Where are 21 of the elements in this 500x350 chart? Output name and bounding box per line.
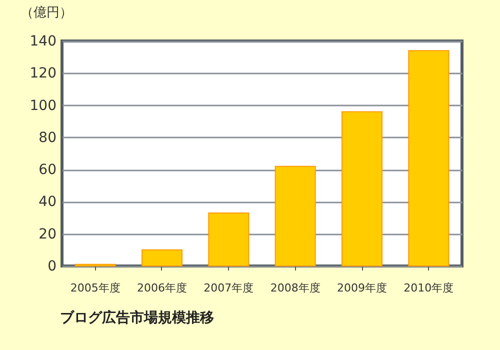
y-axis-title: （億円） (20, 6, 72, 20)
y-tick-label: 100 (30, 98, 56, 114)
x-tick-label: 2009年度 (337, 282, 387, 294)
y-tick-label: 0 (48, 258, 56, 274)
y-tick-label: 60 (38, 162, 56, 178)
y-tick-label: 80 (38, 130, 56, 146)
bar (342, 111, 382, 266)
bar (274, 166, 316, 266)
bar (142, 249, 182, 266)
text: ブログ広告市場規模推移 (60, 309, 214, 326)
y-tick-label: 120 (30, 66, 56, 82)
x-tick-label: 2008年度 (270, 282, 320, 294)
y-tick-label: 40 (38, 194, 56, 210)
y-tick-label: 20 (38, 226, 56, 242)
x-tick-label: 2005年度 (70, 282, 120, 294)
x-tick-label: 2010年度 (404, 282, 454, 294)
bar (208, 212, 250, 266)
y-tick-label: 140 (30, 34, 56, 50)
bar (408, 50, 450, 266)
x-tick-label: 2007年度 (204, 282, 254, 294)
x-tick-label: 2006年度 (137, 282, 187, 294)
